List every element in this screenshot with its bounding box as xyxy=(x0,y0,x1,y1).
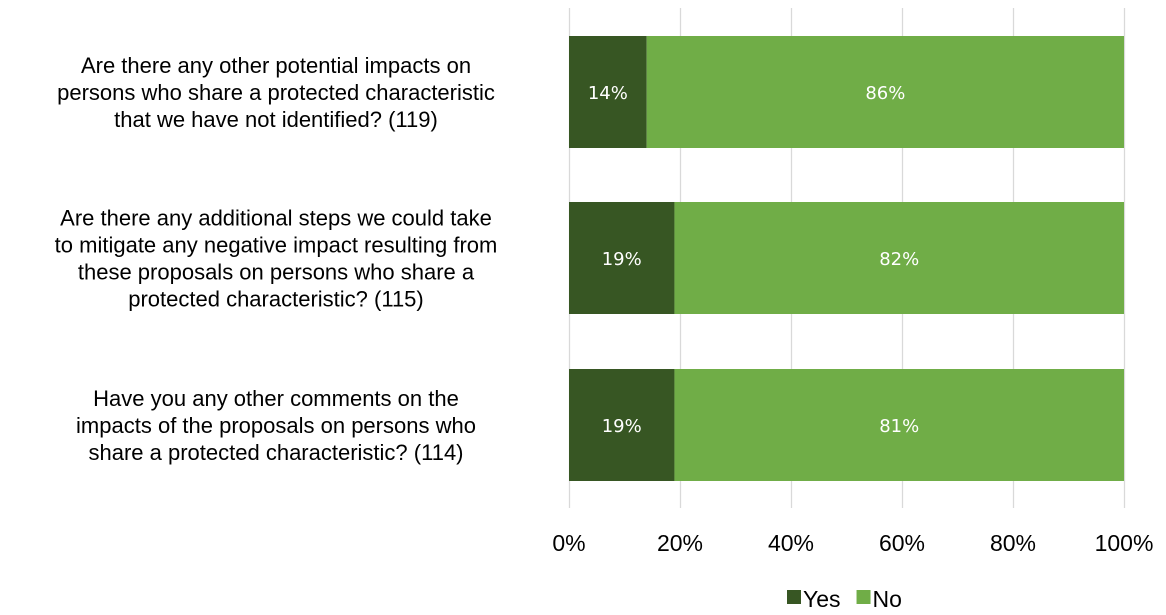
category-label-line: Are there any other potential impacts on xyxy=(81,53,471,78)
data-label-yes-2: 19% xyxy=(602,416,642,437)
data-label-yes-1: 19% xyxy=(602,249,642,270)
category-label-line: Have you any other comments on the xyxy=(93,386,459,411)
x-tick-label-5: 100% xyxy=(1095,530,1154,556)
legend-label-yes: Yes xyxy=(803,586,841,612)
category-label-line: to mitigate any negative impact resultin… xyxy=(55,233,498,258)
category-label-line: protected characteristic? (115) xyxy=(128,287,424,312)
data-label-no-1: 82% xyxy=(879,249,919,270)
category-label-2: Have you any other comments on the impact… xyxy=(76,386,476,465)
x-tick-label-0: 0% xyxy=(552,530,585,556)
legend-label-no: No xyxy=(873,586,902,612)
data-label-no-2: 81% xyxy=(879,416,919,437)
bar-no-2 xyxy=(674,369,1124,481)
category-label-line: Are there any additional steps we could … xyxy=(60,206,492,231)
bar-no-0 xyxy=(646,36,1124,148)
data-label-no-0: 86% xyxy=(865,83,905,104)
bar-yes-2 xyxy=(569,369,675,481)
data-label-yes-0: 14% xyxy=(588,83,628,104)
x-tick-label-3: 60% xyxy=(879,530,925,556)
category-label-1: Are there any additional steps we could … xyxy=(55,206,498,312)
category-label-line: these proposals on persons who share a xyxy=(78,260,475,285)
bar-no-1 xyxy=(674,202,1124,314)
category-label-line: that we have not identified? (119) xyxy=(114,107,438,132)
legend-swatch-yes xyxy=(787,590,801,604)
category-label-line: persons who share a protected characteri… xyxy=(57,80,495,105)
bar-yes-0 xyxy=(569,36,647,148)
category-label-line: share a protected characteristic? (114) xyxy=(89,440,464,465)
category-label-0: Are there any other potential impacts on… xyxy=(57,53,495,132)
bar-yes-1 xyxy=(569,202,675,314)
legend-swatch-no xyxy=(856,590,871,604)
x-tick-label-2: 40% xyxy=(768,530,814,556)
x-tick-label-4: 80% xyxy=(990,530,1036,556)
category-label-line: impacts of the proposals on persons who xyxy=(76,413,476,438)
x-tick-label-1: 20% xyxy=(657,530,703,556)
